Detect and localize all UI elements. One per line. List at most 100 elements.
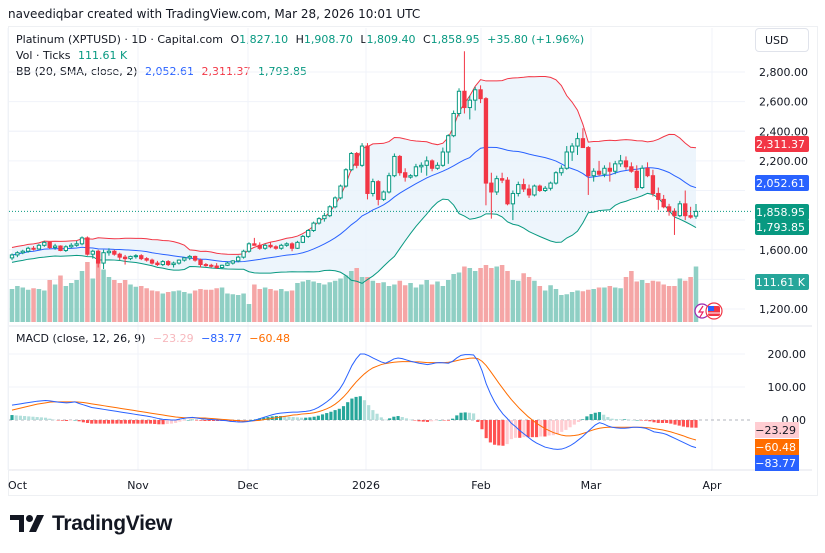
volume-bar bbox=[526, 277, 532, 322]
price-badge: 1,793.85 bbox=[755, 219, 809, 235]
volume-bar bbox=[257, 289, 263, 322]
candle bbox=[74, 240, 79, 247]
volume-bar bbox=[634, 281, 640, 322]
macd-histogram-bar bbox=[564, 420, 568, 430]
economic-event-icon bbox=[694, 303, 710, 319]
macd-histogram-bar bbox=[329, 411, 333, 420]
macd-value-badge-text: −60.48 bbox=[755, 441, 796, 454]
volume-bar bbox=[225, 293, 230, 322]
macd-histogram-bar bbox=[362, 400, 367, 420]
volume-bar bbox=[580, 291, 586, 322]
macd-histogram-bar bbox=[547, 420, 551, 436]
candle bbox=[613, 160, 618, 175]
price-badge: 2,052.61 bbox=[755, 175, 809, 191]
macd-histogram-bar bbox=[291, 417, 295, 420]
tradingview-logo-icon bbox=[10, 515, 44, 532]
volume-bar bbox=[74, 280, 79, 322]
candle bbox=[392, 153, 397, 178]
candle bbox=[69, 243, 74, 249]
macd-histogram-bar bbox=[534, 420, 539, 438]
candle bbox=[219, 264, 225, 270]
candle bbox=[225, 261, 230, 267]
volume-bar bbox=[548, 285, 553, 322]
macd-histogram-bar bbox=[690, 420, 694, 428]
candle bbox=[316, 217, 322, 225]
macd-histogram-bar bbox=[132, 420, 136, 424]
volume-bar bbox=[682, 280, 688, 322]
volume-legend[interactable]: Vol · Ticks 111.61 K bbox=[16, 49, 131, 62]
candle bbox=[419, 162, 424, 173]
candle bbox=[537, 184, 542, 192]
macd-histogram-bar bbox=[526, 420, 530, 438]
price-badge-bg bbox=[755, 175, 809, 191]
macd-histogram-bar bbox=[190, 419, 195, 421]
candle bbox=[338, 184, 343, 200]
volume-bar bbox=[650, 280, 656, 322]
price-tick-label: 2,800.00 bbox=[759, 66, 808, 79]
volume-bar bbox=[128, 284, 133, 322]
macd-histogram-bar bbox=[576, 420, 581, 422]
bb-upper-line bbox=[11, 76, 697, 255]
macd-histogram-bar bbox=[438, 420, 442, 421]
candle bbox=[192, 255, 198, 262]
candle bbox=[386, 172, 392, 194]
candle-body bbox=[122, 256, 128, 260]
candle bbox=[559, 165, 564, 176]
candle bbox=[343, 168, 349, 188]
candle-body bbox=[63, 246, 69, 251]
candle bbox=[90, 249, 95, 259]
candle-body bbox=[230, 260, 235, 264]
macd-histogram-bar bbox=[48, 418, 52, 420]
volume-bar bbox=[505, 271, 510, 322]
candle bbox=[683, 190, 688, 221]
volume-bar bbox=[489, 268, 494, 322]
macd-histogram-bar bbox=[656, 420, 660, 423]
candle bbox=[650, 169, 656, 197]
candle-body bbox=[268, 244, 273, 248]
macd-histogram-bar bbox=[677, 420, 681, 426]
bollinger-band-lines bbox=[11, 76, 697, 284]
candle bbox=[483, 97, 489, 206]
candle-body bbox=[236, 256, 241, 262]
volume-bar bbox=[569, 292, 575, 322]
candle bbox=[688, 206, 693, 219]
candle bbox=[408, 174, 413, 179]
currency-button[interactable]: USD bbox=[755, 28, 809, 52]
tradingview-logo[interactable]: TradingView bbox=[10, 512, 172, 536]
macd-histogram-bar bbox=[60, 420, 64, 421]
volume-bar bbox=[661, 284, 666, 322]
macd-legend[interactable]: MACD (close, 12, 26, 9) −23.29 −83.77 −6… bbox=[16, 332, 294, 345]
bb-lower-line bbox=[11, 192, 697, 284]
macd-histogram-bar bbox=[568, 420, 572, 428]
volume-bar bbox=[31, 288, 36, 322]
candle bbox=[440, 147, 446, 167]
candle-body bbox=[128, 255, 133, 260]
macd-histogram-bar bbox=[522, 420, 526, 438]
symbol-title[interactable]: Platinum (XPTUSD) · 1D · Capital.com bbox=[16, 33, 223, 46]
candle bbox=[516, 181, 521, 197]
price-badge-bg bbox=[755, 274, 809, 290]
candle bbox=[279, 243, 284, 250]
macd-histogram-bar bbox=[404, 418, 409, 420]
volume-bar bbox=[693, 266, 699, 322]
candle-body bbox=[182, 257, 187, 261]
volume-bar bbox=[629, 271, 634, 322]
candle-body bbox=[160, 261, 165, 266]
price-change: +35.80 (+1.96%) bbox=[487, 33, 585, 46]
candle-body bbox=[106, 250, 112, 254]
volume-bar bbox=[262, 287, 268, 322]
volume-bar bbox=[316, 283, 322, 322]
candle-body bbox=[370, 181, 376, 194]
volume-bar bbox=[559, 295, 564, 322]
macd-histogram-bar bbox=[312, 416, 316, 420]
candlesticks bbox=[9, 51, 699, 270]
candle bbox=[85, 236, 90, 256]
volume-bar bbox=[52, 284, 58, 322]
volume-bar bbox=[209, 289, 214, 322]
candle-body bbox=[289, 243, 295, 249]
candle bbox=[543, 186, 548, 192]
macd-histogram-bar bbox=[77, 420, 81, 422]
candle-body bbox=[397, 155, 402, 174]
candle-body bbox=[42, 241, 47, 246]
